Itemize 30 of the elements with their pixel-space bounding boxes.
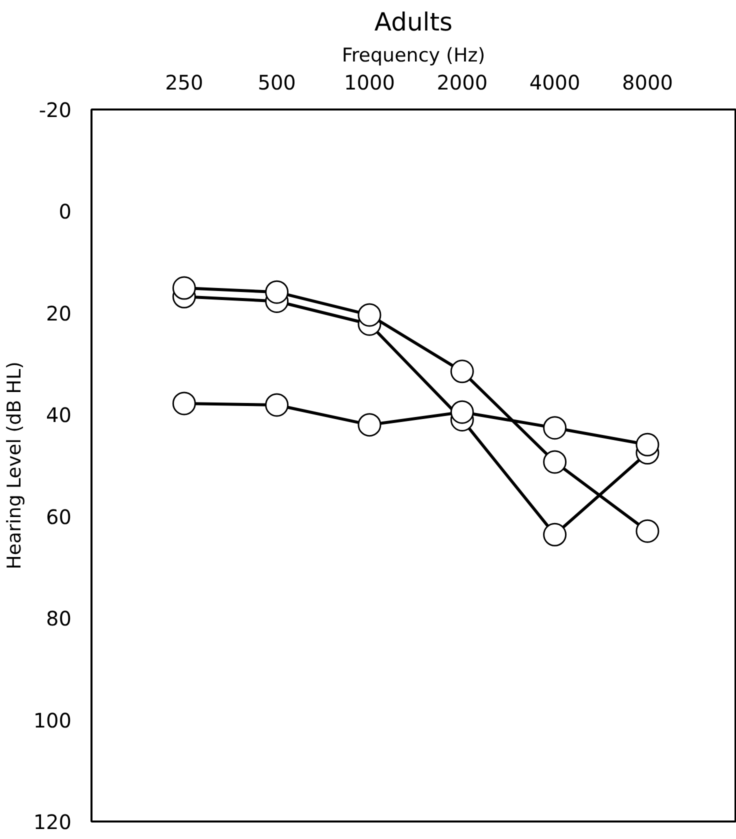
point xyxy=(172,276,196,300)
y-tick-label: 120 xyxy=(33,810,72,834)
y-tick-label: 60 xyxy=(46,504,72,529)
y-axis-title: Hearing Level (dB HL) xyxy=(3,362,26,570)
x-tick-label: 8000 xyxy=(622,70,673,94)
point xyxy=(450,400,474,424)
chart-title: Adults xyxy=(374,8,453,36)
point xyxy=(543,522,567,546)
y-tick-label: 20 xyxy=(46,301,72,326)
point xyxy=(358,413,382,437)
y-tick-label: 0 xyxy=(58,200,72,224)
x-axis-title: Frequency (Hz) xyxy=(342,44,486,66)
x-tick-label: 500 xyxy=(258,70,296,94)
x-tick-label: 2000 xyxy=(436,70,488,94)
y-tick-label: -20 xyxy=(38,98,72,122)
y-tick-label: 40 xyxy=(46,403,72,428)
point xyxy=(543,416,567,440)
point xyxy=(172,392,196,416)
x-tick-label: 1000 xyxy=(344,70,395,94)
x-tick-label: 250 xyxy=(165,70,204,94)
point xyxy=(636,519,660,543)
point xyxy=(450,360,474,384)
point xyxy=(636,432,660,456)
point xyxy=(265,393,289,417)
y-tick-label: 80 xyxy=(46,606,72,631)
point xyxy=(358,303,382,327)
point xyxy=(543,450,567,474)
y-tick-label: 100 xyxy=(33,708,72,732)
x-tick-label: 4000 xyxy=(529,70,580,94)
point xyxy=(265,280,289,304)
